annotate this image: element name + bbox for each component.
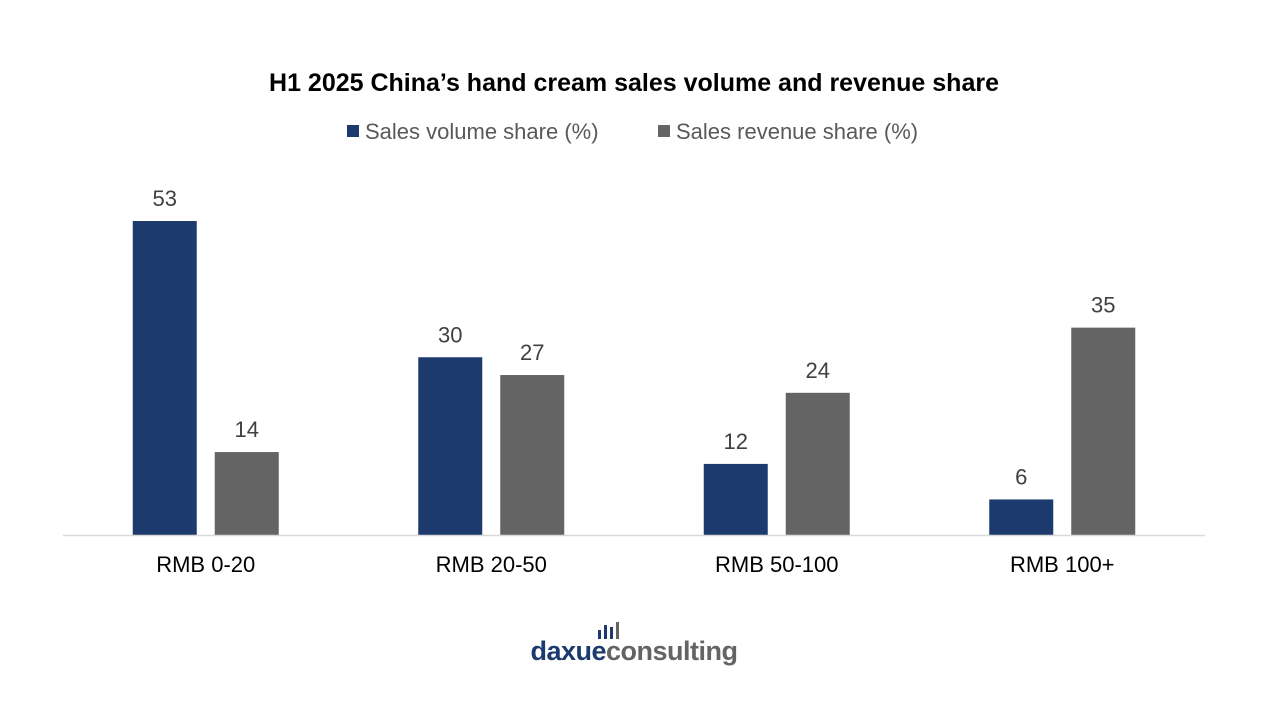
legend-swatch-revenue — [658, 125, 670, 137]
daxue-consulting-logo: daxueconsulting — [530, 622, 738, 666]
category-label-0: RMB 0-20 — [156, 552, 255, 577]
legend: Sales volume share (%) Sales revenue sha… — [347, 119, 918, 144]
bar-volume-3 — [989, 499, 1054, 535]
bar-volume-2 — [703, 463, 768, 535]
logo-text-daxue: daxue — [530, 636, 606, 666]
data-labels: 53 14 30 27 12 24 6 35 — [153, 186, 1116, 489]
legend-label-revenue: Sales revenue share (%) — [676, 119, 918, 144]
chart-title: H1 2025 China’s hand cream sales volume … — [269, 69, 999, 97]
data-label-volume-2: 12 — [724, 429, 748, 454]
bar-revenue-3 — [1071, 327, 1136, 535]
data-label-revenue-3: 35 — [1091, 293, 1115, 318]
legend-swatch-volume — [347, 125, 359, 137]
logo-wordmark: daxueconsulting — [530, 636, 737, 666]
category-labels: RMB 0-20 RMB 20-50 RMB 50-100 RMB 100+ — [156, 552, 1114, 577]
bar-revenue-2 — [785, 392, 850, 535]
logo-bars-icon — [598, 622, 619, 639]
bars — [132, 221, 1136, 535]
data-label-volume-3: 6 — [1015, 464, 1027, 489]
data-label-volume-1: 30 — [438, 322, 462, 347]
category-label-1: RMB 20-50 — [436, 552, 547, 577]
category-label-3: RMB 100+ — [1010, 552, 1115, 577]
data-label-revenue-2: 24 — [806, 358, 830, 383]
data-label-revenue-1: 27 — [520, 340, 544, 365]
data-label-volume-0: 53 — [153, 186, 177, 211]
bar-volume-0 — [132, 221, 197, 535]
logo-text-consulting: consulting — [606, 636, 738, 666]
bar-revenue-0 — [214, 452, 279, 535]
bar-volume-1 — [418, 357, 483, 535]
data-label-revenue-0: 14 — [235, 417, 259, 442]
legend-label-volume: Sales volume share (%) — [365, 119, 599, 144]
category-label-2: RMB 50-100 — [715, 552, 839, 577]
bar-revenue-1 — [500, 375, 565, 535]
